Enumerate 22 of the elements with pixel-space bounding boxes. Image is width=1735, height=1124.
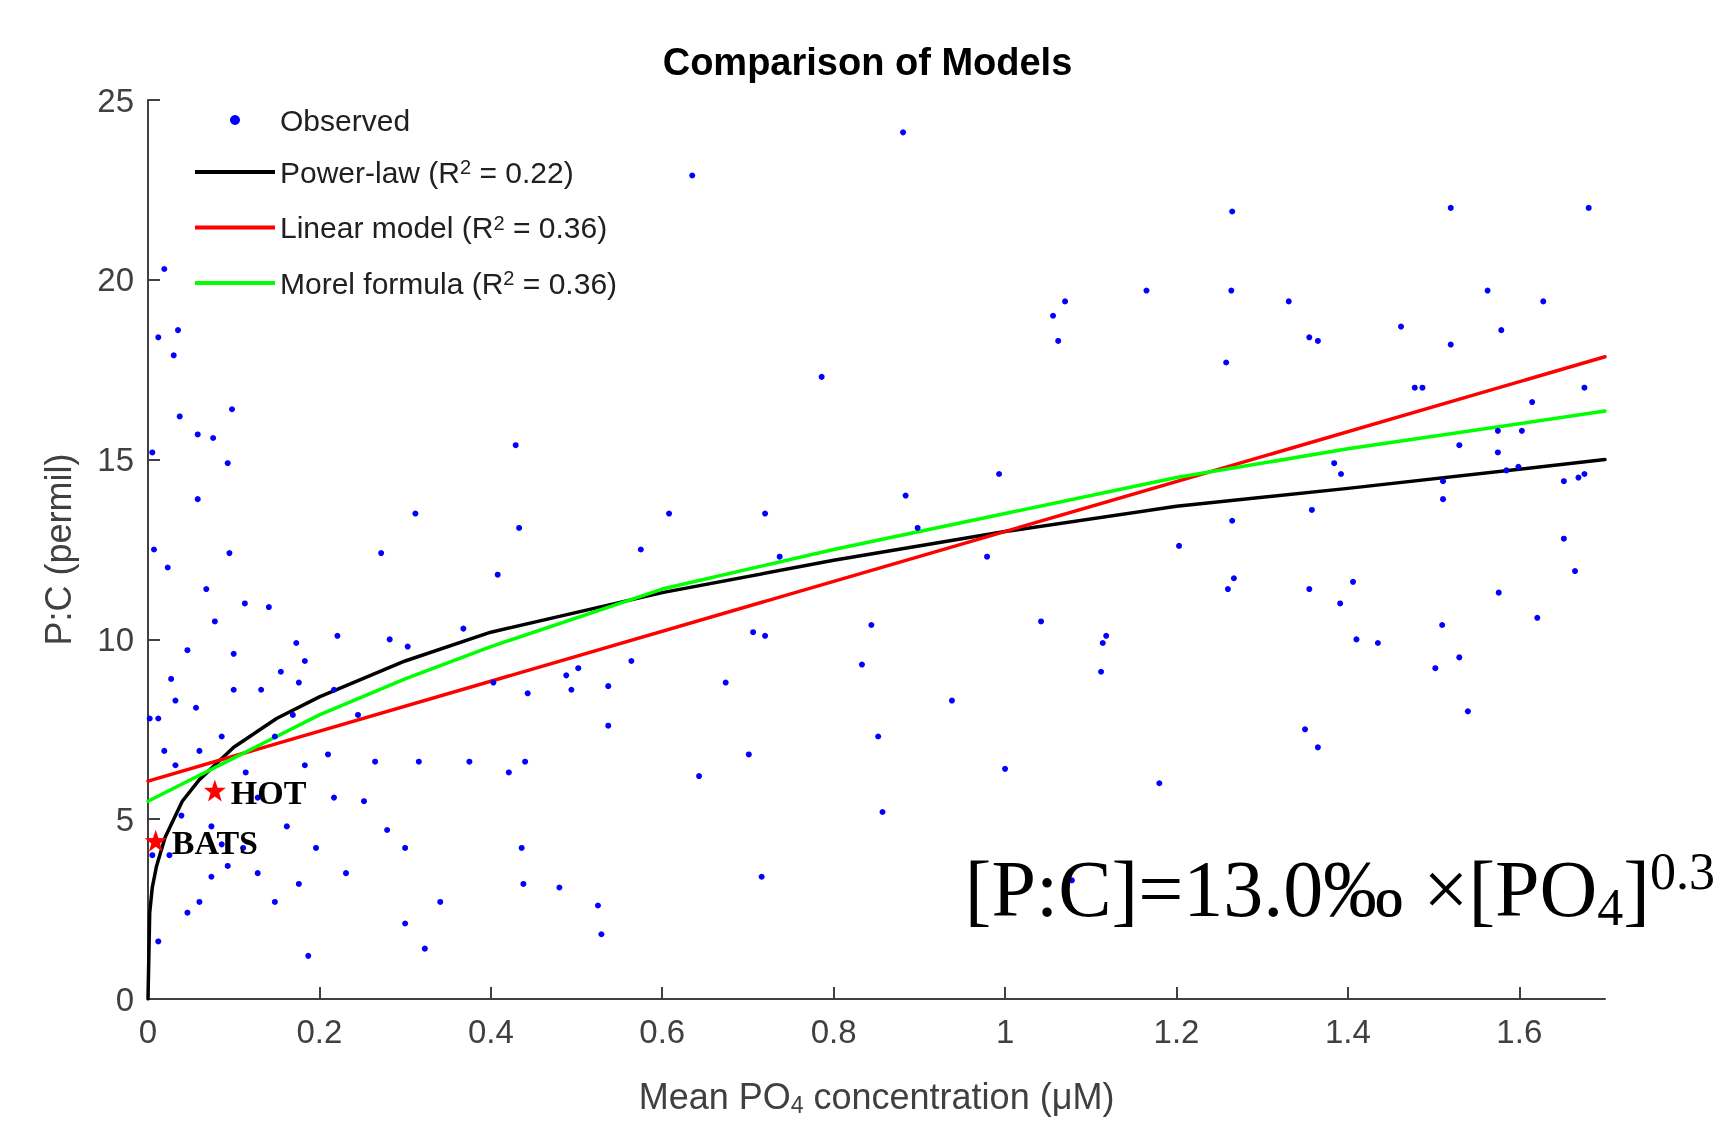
- y-tick-label: 15: [97, 441, 134, 479]
- y-tick-label: 0: [115, 980, 134, 1018]
- y-axis-title: P:C (permil): [37, 453, 79, 646]
- y-tick-label: 20: [97, 261, 134, 299]
- x-tick-label: 1.4: [1324, 1013, 1371, 1050]
- annotation: HOT: [230, 773, 307, 811]
- x-axis-title: Mean PO4 concentration (μM): [638, 1076, 1115, 1118]
- x-tick-label: 1.2: [1153, 1013, 1200, 1050]
- annotation: BATS: [171, 824, 259, 862]
- y-tick-label: 5: [115, 800, 134, 838]
- x-tick-label: 0.8: [810, 1013, 857, 1050]
- chart-title: Comparison of Models: [662, 41, 1073, 83]
- y-tick-label: 25: [97, 81, 134, 119]
- x-tick-label: 0: [138, 1013, 158, 1050]
- line-series: [146, 409, 1607, 803]
- x-tick-label: 0.6: [639, 1013, 686, 1050]
- x-tick-label: 1.6: [1496, 1013, 1543, 1050]
- x-tick-label: 0.2: [296, 1013, 343, 1050]
- x-tick-label: 0.4: [467, 1013, 514, 1050]
- legend-label: Observed: [280, 103, 411, 137]
- x-tick-label: 1: [995, 1013, 1015, 1050]
- y-tick-label: 10: [97, 620, 134, 658]
